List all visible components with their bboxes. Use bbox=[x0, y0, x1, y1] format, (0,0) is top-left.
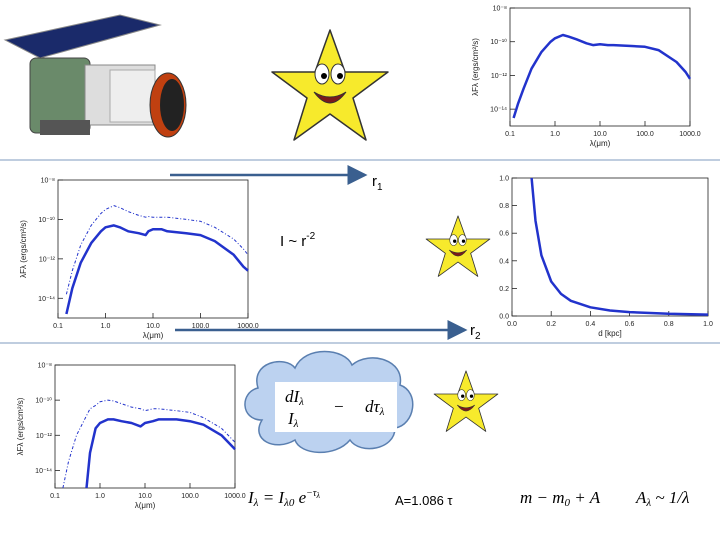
equation: dτλ bbox=[365, 397, 385, 418]
y-tick-label: 10⁻¹⁰ bbox=[490, 38, 507, 46]
superscript: −τ bbox=[306, 488, 317, 499]
y-tick-label: 10⁻⁸ bbox=[38, 363, 52, 370]
x-tick-label: 0.4 bbox=[586, 321, 596, 328]
x-tick-label: 100.0 bbox=[636, 131, 654, 138]
equation: A=1.086 τ bbox=[395, 493, 453, 508]
inverse-square-label: I ~ r-2 bbox=[280, 231, 316, 250]
subscript: λ bbox=[315, 491, 320, 500]
distance-label: r2 bbox=[470, 322, 481, 342]
text: ~ 1/λ bbox=[651, 488, 689, 507]
y-tick-label: 10⁻⁸ bbox=[41, 178, 55, 185]
line bbox=[65, 224, 249, 315]
y-tick-label: 10⁻¹⁴ bbox=[35, 468, 52, 475]
y-axis-label: λFλ (ergs/cm²/s) bbox=[19, 220, 28, 278]
x-tick-label: 10.0 bbox=[146, 323, 160, 330]
subscript: λ bbox=[293, 418, 299, 430]
dashed-line bbox=[62, 399, 236, 489]
x-tick-label: 0.1 bbox=[50, 493, 60, 500]
text: r bbox=[470, 322, 475, 339]
subscript: λ bbox=[379, 406, 385, 418]
superscript: -2 bbox=[306, 231, 315, 242]
y-tick-label: 1.0 bbox=[499, 176, 509, 183]
telescope-image bbox=[3, 14, 187, 138]
x-axis-label: λ(μm) bbox=[135, 501, 156, 510]
text: = I bbox=[258, 488, 285, 507]
y-tick-label: 10⁻¹⁰ bbox=[35, 397, 52, 405]
y-tick-label: 10⁻⁸ bbox=[493, 6, 507, 13]
x-tick-label: 1.0 bbox=[703, 321, 713, 328]
y-axis-label: λFλ (ergs/cm²/s) bbox=[471, 38, 480, 96]
x-tick-label: 100.0 bbox=[192, 323, 210, 330]
y-tick-label: 10⁻¹⁴ bbox=[38, 296, 55, 303]
x-tick-label: 1000.0 bbox=[224, 493, 246, 500]
equation: Iλ = Iλ0 e−τλ bbox=[247, 488, 320, 509]
line bbox=[530, 177, 709, 316]
equation: Iλ bbox=[287, 409, 299, 430]
equation: Aλ ~ 1/λ bbox=[635, 488, 689, 509]
x-tick-label: 0.1 bbox=[53, 323, 63, 330]
x-tick-label: 1.0 bbox=[95, 493, 105, 500]
subscript: λ0 bbox=[283, 497, 295, 509]
x-axis-label: λ(μm) bbox=[143, 331, 164, 340]
subscript: 0 bbox=[565, 497, 571, 509]
y-tick-label: 0.4 bbox=[499, 258, 509, 265]
star-icon bbox=[425, 215, 491, 277]
subscript: λ bbox=[253, 497, 259, 509]
text: r bbox=[372, 173, 377, 190]
x-tick-label: 0.8 bbox=[664, 321, 674, 328]
y-tick-label: 0.6 bbox=[499, 231, 509, 238]
x-tick-label: 10.0 bbox=[593, 131, 607, 138]
y-tick-label: 0.0 bbox=[499, 314, 509, 321]
y-axis-label: λFλ (ergs/cm²/s) bbox=[16, 397, 25, 455]
distance-label: r1 bbox=[372, 173, 383, 193]
plot-frame bbox=[57, 179, 249, 319]
equation: dIλ bbox=[285, 387, 304, 408]
subscript: 2 bbox=[475, 331, 481, 342]
star-icon bbox=[271, 29, 389, 141]
subscript: λ bbox=[298, 396, 304, 408]
text: m − m bbox=[520, 488, 565, 507]
plot-frame bbox=[511, 177, 709, 317]
y-tick-label: 10⁻¹² bbox=[491, 73, 508, 80]
x-tick-label: 0.6 bbox=[625, 321, 635, 328]
text: I bbox=[287, 409, 295, 428]
x-tick-label: 100.0 bbox=[181, 493, 199, 500]
y-tick-label: 10⁻¹² bbox=[39, 256, 56, 263]
text: dτ bbox=[365, 397, 381, 416]
text: I ~ r bbox=[280, 233, 306, 250]
text: A bbox=[635, 488, 647, 507]
x-tick-label: 1.0 bbox=[101, 323, 111, 330]
equation: m − m0 + A bbox=[520, 488, 601, 509]
x-tick-label: 10.0 bbox=[138, 493, 152, 500]
dashed-line bbox=[65, 205, 249, 295]
subscript: 1 bbox=[377, 182, 383, 193]
x-tick-label: 1.0 bbox=[550, 131, 560, 138]
x-tick-label: 1000.0 bbox=[237, 323, 259, 330]
x-axis-label: λ(μm) bbox=[590, 139, 611, 148]
text: e bbox=[294, 488, 306, 507]
text: + A bbox=[570, 488, 601, 507]
line bbox=[512, 33, 692, 119]
x-tick-label: 0.2 bbox=[546, 321, 556, 328]
x-tick-label: 0.1 bbox=[505, 131, 515, 138]
y-tick-label: 10⁻¹⁰ bbox=[38, 216, 55, 224]
text: I bbox=[247, 488, 255, 507]
x-tick-label: 1000.0 bbox=[679, 131, 701, 138]
line bbox=[85, 418, 236, 489]
subscript: λ bbox=[645, 497, 651, 509]
text: dI bbox=[285, 387, 301, 406]
x-axis-label: d [kpc] bbox=[598, 329, 622, 338]
equation-box bbox=[275, 382, 397, 432]
y-tick-label: 0.2 bbox=[499, 286, 509, 293]
star-icon bbox=[433, 370, 499, 432]
y-tick-label: 10⁻¹² bbox=[36, 433, 53, 440]
plot-frame bbox=[509, 7, 691, 127]
y-tick-label: 0.8 bbox=[499, 203, 509, 210]
x-tick-label: 0.0 bbox=[507, 321, 517, 328]
equation: − bbox=[333, 397, 344, 416]
y-tick-label: 10⁻¹⁴ bbox=[490, 107, 507, 114]
